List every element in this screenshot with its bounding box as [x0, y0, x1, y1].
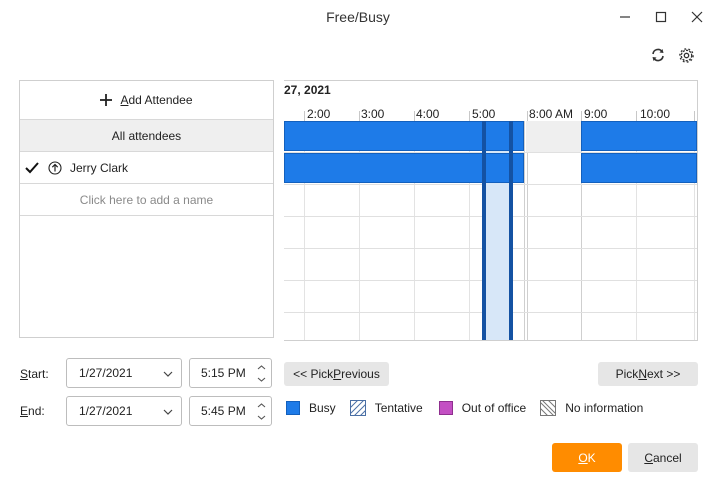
- settings-button[interactable]: [675, 44, 697, 66]
- time-label: 5:00: [472, 107, 496, 121]
- start-time-value: 5:15 PM: [201, 366, 246, 380]
- check-icon[interactable]: [25, 161, 39, 174]
- all-attendees-row[interactable]: All attendees: [20, 120, 273, 152]
- close-icon: [691, 11, 703, 23]
- legend: Busy Tentative Out of office No informat…: [286, 400, 643, 416]
- chevron-down-icon[interactable]: [257, 377, 266, 382]
- chevron-up-icon[interactable]: [257, 365, 266, 370]
- end-date-picker[interactable]: 1/27/2021: [66, 396, 182, 426]
- attendee-row[interactable]: Jerry Clark: [20, 152, 273, 184]
- minimize-button[interactable]: [614, 6, 636, 28]
- legend-tentative-label: Tentative: [374, 401, 423, 415]
- start-label: Start:: [20, 367, 49, 381]
- busy-block: [284, 121, 524, 151]
- chevron-down-icon[interactable]: [257, 415, 266, 420]
- end-time-value: 5:45 PM: [201, 404, 246, 418]
- chevron-up-icon[interactable]: [257, 403, 266, 408]
- maximize-icon: [655, 11, 667, 23]
- chevron-down-icon: [163, 409, 173, 415]
- end-date-value: 1/27/2021: [79, 404, 133, 418]
- start-date-value: 1/27/2021: [79, 366, 133, 380]
- add-name-field[interactable]: Click here to add a name: [20, 184, 273, 216]
- time-label: 9:00: [584, 107, 608, 121]
- attendee-name: Jerry Clark: [70, 160, 129, 175]
- time-label: 3:00: [361, 107, 385, 121]
- add-attendee-button[interactable]: Add Attendee: [20, 81, 273, 120]
- timeline-date: 27, 2021: [284, 83, 331, 97]
- maximize-button[interactable]: [650, 6, 672, 28]
- start-date-picker[interactable]: 1/27/2021: [66, 358, 182, 388]
- busy-block: [581, 121, 697, 151]
- no-information-swatch: [540, 400, 557, 416]
- tentative-swatch: [349, 400, 366, 416]
- schedule-grid[interactable]: 27, 2021 2:00 3:00 4:00 5:00 8:00 AM 9:0…: [284, 80, 698, 341]
- busy-swatch: [286, 401, 300, 415]
- time-label: 2:00: [307, 107, 331, 121]
- legend-busy-label: Busy: [309, 401, 336, 415]
- organizer-icon: [48, 160, 62, 175]
- busy-block: [581, 153, 697, 183]
- plus-icon: [100, 94, 113, 106]
- end-time-spinner[interactable]: 5:45 PM: [189, 396, 272, 426]
- close-button[interactable]: [686, 6, 708, 28]
- chevron-down-icon: [163, 371, 173, 377]
- end-label: End:: [20, 404, 45, 418]
- refresh-button[interactable]: [647, 44, 669, 66]
- out-of-office-swatch: [438, 401, 453, 415]
- time-label: 10:00: [640, 107, 671, 121]
- time-label: 8:00 AM: [529, 107, 574, 121]
- selection-end-handle[interactable]: [509, 121, 513, 340]
- attendee-panel: Add Attendee All attendees Jerry Clark C…: [19, 80, 274, 338]
- off-hours-block: [526, 121, 581, 152]
- gear-icon: [678, 47, 694, 63]
- add-attendee-label: Add Attendee: [120, 93, 193, 107]
- window-title: Free/Busy: [326, 9, 390, 25]
- busy-block: [284, 153, 524, 183]
- start-time-spinner[interactable]: 5:15 PM: [189, 358, 272, 388]
- refresh-icon: [652, 48, 664, 62]
- selection-start-handle[interactable]: [482, 121, 486, 340]
- time-label: 4:00: [416, 107, 440, 121]
- minimize-icon: [620, 16, 630, 18]
- legend-out-of-office-label: Out of office: [461, 401, 527, 415]
- legend-no-information-label: No information: [565, 401, 644, 415]
